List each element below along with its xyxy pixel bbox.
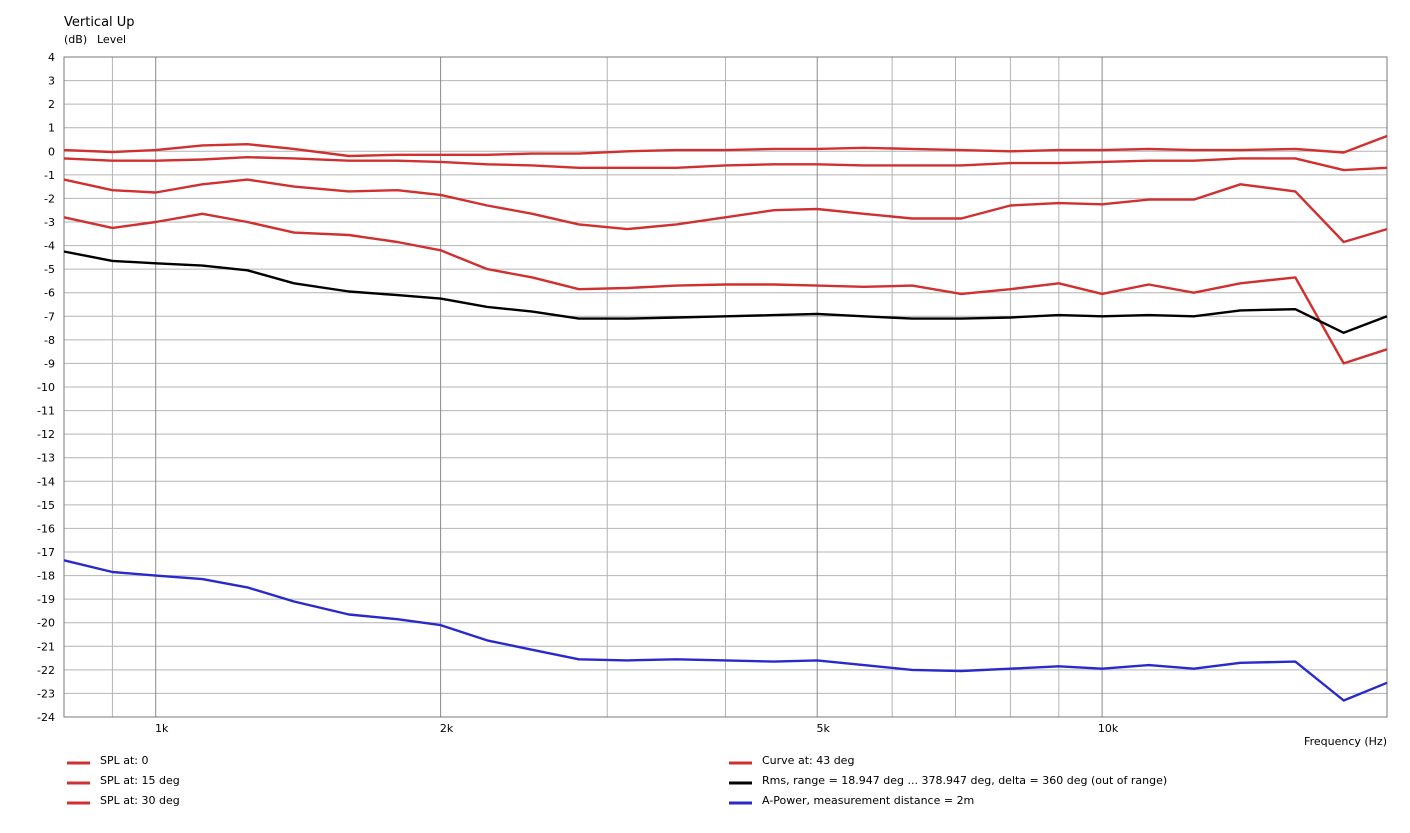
legend-label: Rms, range = 18.947 deg ... 378.947 deg,… [762, 774, 1167, 787]
y-tick-label: -18 [37, 570, 55, 583]
y-tick-label: 1 [48, 122, 55, 135]
legend: SPL at: 0 SPL at: 15 deg SPL at: 30 deg Cur… [67, 754, 1167, 807]
y-tick-label: -12 [37, 428, 55, 441]
series-lines [63, 134, 1388, 702]
x-axis-label: Frequency (Hz) [1304, 735, 1387, 748]
y-tick-label: -15 [37, 499, 55, 512]
series-line-1 [63, 134, 1388, 158]
x-tick-label: 10k [1098, 722, 1119, 735]
y-tick-label: -22 [37, 664, 55, 677]
y-tick-label: -8 [44, 334, 55, 347]
y-tick-label: 3 [48, 75, 55, 88]
series-line-3 [63, 178, 1388, 244]
series-line-5 [63, 250, 1388, 334]
legend-label: Curve at: 43 deg [762, 754, 854, 767]
chart-title: Vertical Up [64, 15, 135, 30]
y-tick-label: -10 [37, 381, 55, 394]
y-tick-label: 0 [48, 145, 55, 158]
y-tick-label: -3 [44, 216, 55, 229]
y-tick-label: -20 [37, 617, 55, 630]
y-tick-label: -23 [37, 687, 55, 700]
y-axis-label: Level [97, 33, 126, 46]
y-tick-label: -24 [37, 711, 55, 724]
y-tick-label: -6 [44, 287, 55, 300]
y-tick-label: -21 [37, 640, 55, 653]
series-line-4 [63, 212, 1388, 365]
grid-minor [64, 56, 1388, 718]
y-tick-label: -11 [37, 405, 55, 418]
y-tick-label: -16 [37, 522, 55, 535]
y-tick-label: 4 [48, 51, 55, 64]
y-tick-label: -4 [44, 240, 55, 253]
y-tick-label: -13 [37, 452, 55, 465]
y-tick-label: -2 [44, 192, 55, 205]
grid-major [155, 57, 1103, 717]
x-tick-label: 5k [817, 722, 831, 735]
series-line-6 [63, 559, 1388, 702]
x-tick-labels: 1k 2k 5k 10k [155, 722, 1119, 735]
y-tick-label: -17 [37, 546, 55, 559]
legend-label: SPL at: 0 [100, 754, 149, 767]
y-tick-label: -1 [44, 169, 55, 182]
x-tick-label: 1k [155, 722, 169, 735]
y-tick-label: 2 [48, 98, 55, 111]
legend-label: SPL at: 15 deg [100, 774, 180, 787]
x-tick-label: 2k [440, 722, 454, 735]
y-tick-label: -9 [44, 357, 55, 370]
y-tick-labels: 4 3 2 1 0 -1 -2 -3 -4 -5 -6 -7 -8 -9 -10 -11 -12 -13 -14 -1… [37, 51, 55, 724]
y-tick-label: -7 [44, 310, 55, 323]
y-tick-label: -14 [37, 475, 55, 488]
y-axis-unit: (dB) [64, 33, 87, 46]
series-line-2 [63, 155, 1388, 172]
legend-label: SPL at: 30 deg [100, 794, 180, 807]
y-tick-label: -19 [37, 593, 55, 606]
y-tick-label: -5 [44, 263, 55, 276]
plot-frame [63, 56, 1388, 718]
legend-label: A-Power, measurement distance = 2m [762, 794, 974, 807]
